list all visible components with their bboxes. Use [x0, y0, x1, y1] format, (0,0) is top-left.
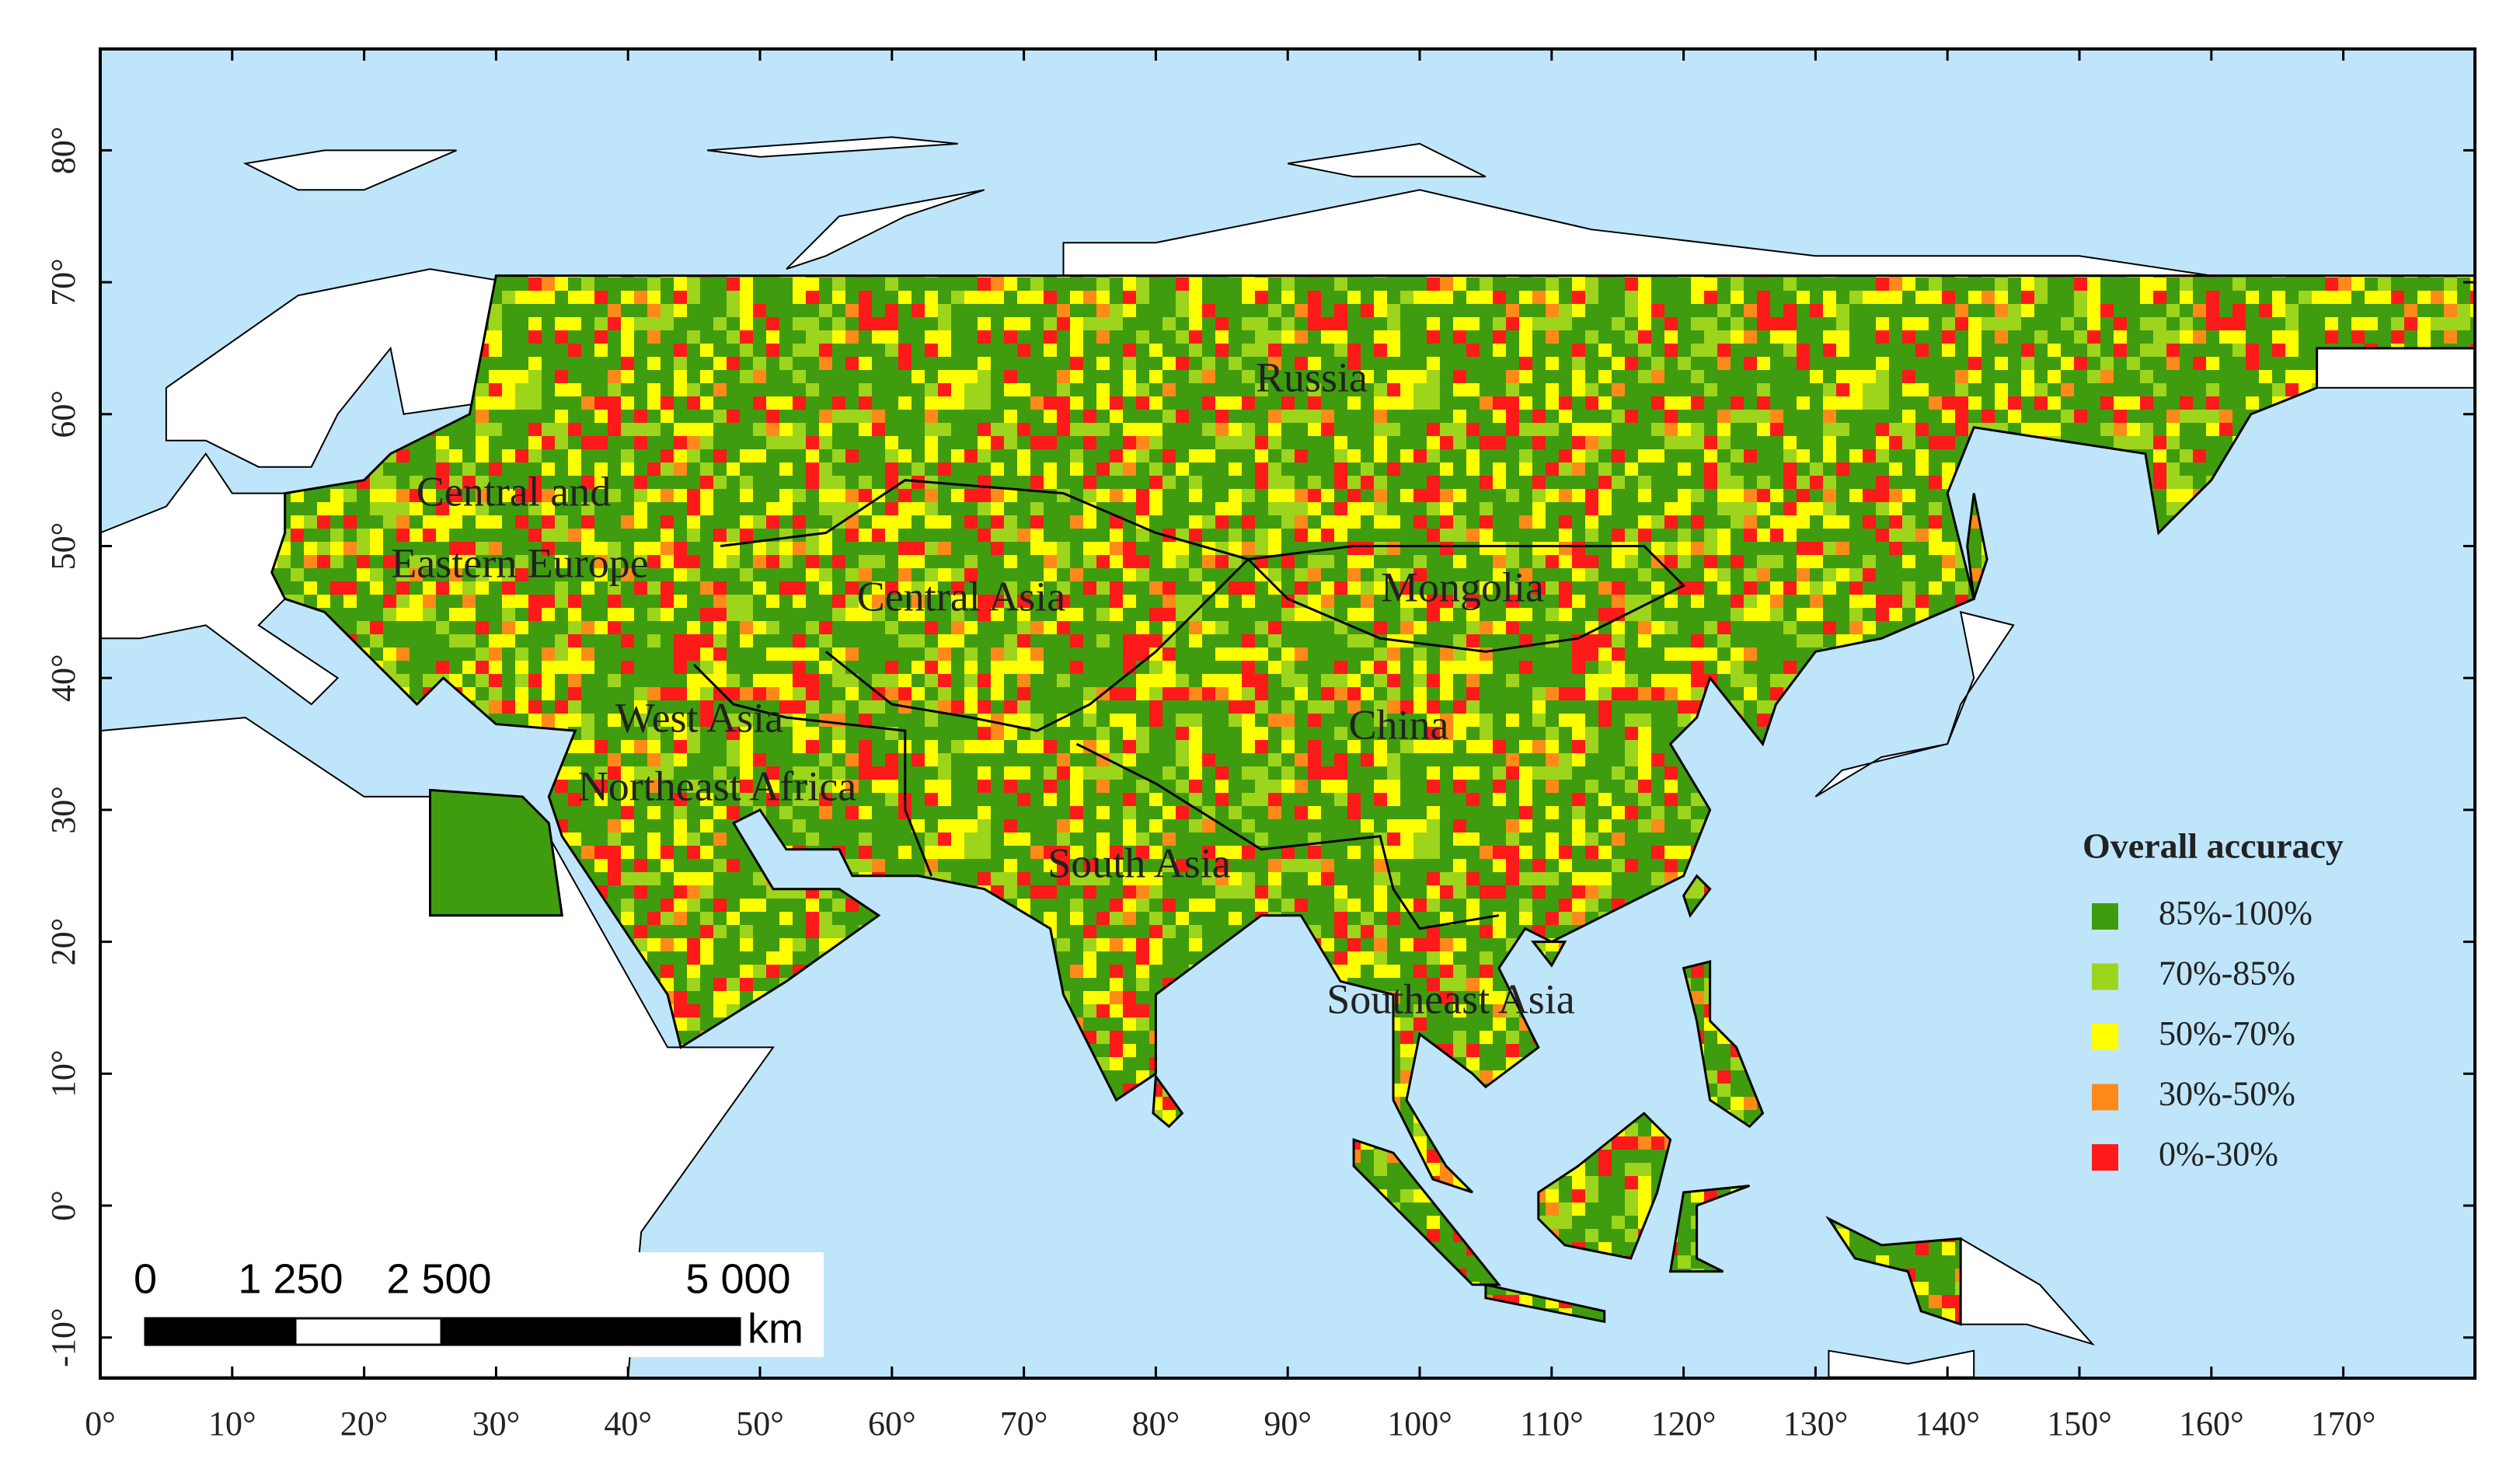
land-other: [1288, 142, 1487, 178]
legend-title: Overall accuracy: [2083, 826, 2344, 866]
region-label: Mongolia: [1381, 564, 1544, 610]
x-tick-label: 90°: [1263, 1405, 1312, 1443]
region-label: Northeast Africa: [578, 763, 856, 809]
x-tick-label: 140°: [1915, 1405, 1980, 1443]
legend-label: 85%-100%: [2159, 894, 2313, 932]
land-other: [2316, 347, 2476, 389]
border: [693, 664, 933, 877]
x-tick-label: 110°: [1520, 1405, 1584, 1443]
legend-swatch: [2092, 1144, 2118, 1171]
x-tick-label: 160°: [2179, 1405, 2244, 1443]
scale-unit: km: [748, 1305, 803, 1352]
study-area: [429, 788, 564, 917]
border: [720, 479, 1249, 560]
x-tick-label: 120°: [1651, 1405, 1717, 1443]
region-label: South Asia: [1047, 839, 1231, 886]
legend-items: 85%-100% 70%-85% 50%-70% 30%-50% 0%-30%: [2092, 894, 2313, 1173]
study-area: [1537, 1112, 1672, 1260]
y-tick-label: 30°: [44, 786, 82, 834]
legend-label: 30%-50%: [2159, 1075, 2295, 1113]
region-label: China: [1349, 701, 1449, 748]
region-labels: Russia Central and Eastern Europe Centra…: [391, 354, 1574, 1022]
land-other: [1814, 611, 2015, 798]
study-area: [1668, 1185, 1751, 1273]
border: [1247, 545, 1686, 653]
region-label: Eastern Europe: [391, 539, 648, 586]
y-tick-label: 40°: [44, 654, 82, 702]
x-tick-label: 100°: [1387, 1405, 1452, 1443]
land-other: [1062, 189, 2212, 277]
scale-bar: 0 1 250 2 500 5 000 km: [129, 1252, 824, 1357]
border: [1075, 742, 1500, 930]
ticks: 0° 10° 20° 30° 40° 50° 60° 70° 80° 90° 100° 110° 120…: [44, 49, 2475, 1443]
x-tick-label: 20°: [340, 1405, 389, 1443]
region-label: Southeast Asia: [1326, 976, 1575, 1022]
land: [99, 136, 2476, 1378]
scale-segment: [294, 1317, 443, 1346]
region-label: Russia: [1256, 354, 1368, 400]
legend-swatch: [2092, 1084, 2118, 1111]
border: [824, 558, 1250, 732]
y-tick-label: 20°: [44, 918, 82, 966]
region-label: Central Asia: [857, 573, 1065, 620]
study-area: [1484, 1283, 1606, 1324]
legend-label: 70%-85%: [2159, 955, 2295, 993]
x-tick-label: 80°: [1132, 1405, 1180, 1443]
legend: Overall accuracy 85%-100% 70%-85% 50%-70% 3…: [2083, 826, 2344, 1174]
x-tick-label: 40°: [604, 1405, 652, 1443]
x-tick-label: 150°: [2047, 1405, 2112, 1443]
x-tick-label: 130°: [1783, 1405, 1849, 1443]
legend-label: 0%-30%: [2159, 1135, 2278, 1173]
study-area: [1825, 1216, 1962, 1326]
y-tick-label: -10°: [44, 1308, 82, 1367]
y-tick-label: 10°: [44, 1049, 82, 1098]
x-tick-label: 10°: [208, 1405, 256, 1443]
scale-label: 1 250: [238, 1255, 343, 1302]
x-tick-label: 170°: [2311, 1405, 2376, 1443]
scale-segment: [144, 1317, 297, 1346]
region-label: West Asia: [615, 694, 783, 741]
x-tick-label: 60°: [868, 1405, 916, 1443]
y-tick-label: 70°: [44, 258, 82, 306]
x-tick-label: 30°: [472, 1405, 521, 1443]
study-area: [1966, 493, 1988, 599]
scale-segment: [440, 1317, 741, 1346]
region-label: Central and: [417, 468, 611, 515]
legend-label: 50%-70%: [2159, 1014, 2295, 1052]
y-tick-label: 80°: [44, 127, 82, 175]
land-other: [1828, 1349, 1975, 1378]
study-area: [1682, 960, 1765, 1129]
x-tick-label: 50°: [736, 1405, 784, 1443]
study-area: [1152, 1073, 1184, 1129]
y-tick-label: 60°: [44, 390, 82, 438]
study-area: [1682, 874, 1712, 918]
x-tick-label: 0°: [85, 1405, 116, 1443]
scale-label: 2 500: [386, 1255, 491, 1302]
scale-label: 0: [134, 1255, 157, 1302]
study-area: [270, 274, 2476, 1194]
y-tick-label: 50°: [44, 522, 82, 571]
scale-label: 5 000: [685, 1255, 790, 1302]
legend-swatch: [2092, 1024, 2118, 1050]
y-tick-label: 0°: [44, 1190, 82, 1221]
x-tick-label: 70°: [1000, 1405, 1048, 1443]
legend-swatch: [2092, 903, 2118, 930]
legend-swatch: [2092, 963, 2118, 990]
land-other: [706, 136, 958, 158]
land-other: [786, 189, 985, 271]
land-other: [242, 149, 457, 191]
land-other: [165, 268, 511, 468]
study-area: [1530, 941, 1567, 968]
